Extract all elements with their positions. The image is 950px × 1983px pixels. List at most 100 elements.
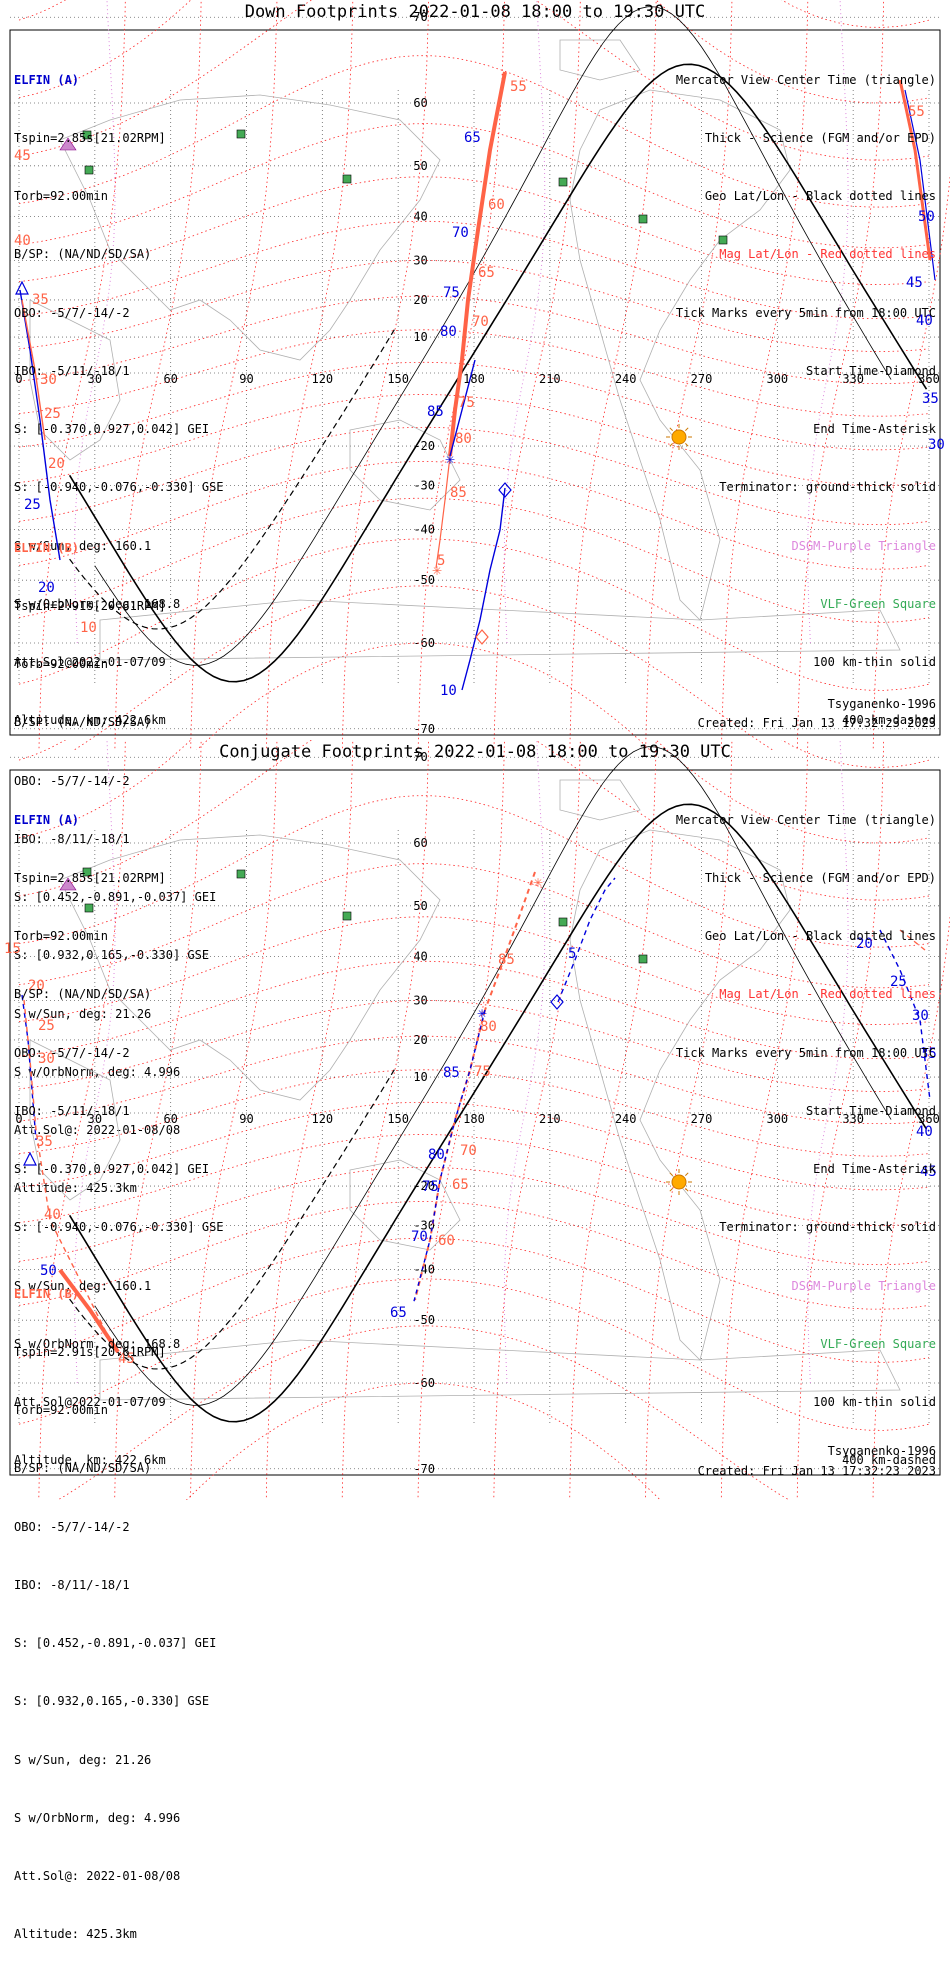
mag-parallel: [18, 259, 930, 352]
mag-parallel: [18, 123, 930, 249]
legend-center: Mercator View Center Time (triangle): [675, 812, 936, 827]
elfin-b-tick-label: 15: [4, 941, 21, 957]
elfin-b-line: B/SP: (NA/ND/SD/SA): [14, 715, 152, 730]
elfin-a-track: [449, 359, 476, 457]
elfin-a-line: S: [-0.940,-0.076,-0.330] GSE: [14, 1220, 224, 1235]
start-diamond: [550, 994, 564, 1010]
mag-meridian: [796, 0, 885, 750]
lat-tick-label: 50: [413, 159, 427, 173]
elfin-b-line: S: [0.452,-0.891,-0.037] GEI: [14, 1636, 217, 1651]
elfin-a-tick-label: 25: [890, 974, 907, 990]
mag-meridian: [493, 740, 581, 1500]
mag-meridian-pink: [503, 740, 546, 1384]
elfin-b-header: ELFIN (B): [14, 1286, 80, 1301]
elfin-b-tick-label: 20: [48, 456, 65, 472]
lat-tick-label: -40: [413, 1262, 435, 1276]
elfin-b-tick-label: 20: [28, 978, 45, 994]
legend-ticks: Tick Marks every 5min from 18:00 UTC: [675, 1045, 936, 1060]
lon-tick-label: 150: [387, 372, 409, 386]
mag-meridian: [569, 740, 657, 1500]
lon-tick-label: 30: [88, 1112, 102, 1126]
elfin-b-science-track: [58, 1268, 120, 1354]
vlf-green-square: [342, 174, 352, 184]
mag-meridian-pink: [74, 740, 116, 1384]
lon-tick-label: 120: [311, 372, 333, 386]
elfin-b-tick-label: 55: [510, 79, 527, 95]
vlf-green-square: [82, 130, 92, 140]
mag-meridian-pink: [74, 0, 116, 644]
lon-tick-label: 150: [387, 1112, 409, 1126]
elfin-b-line: Tspin=2.91s[20.61RPM]: [14, 1345, 166, 1360]
mag-meridian: [645, 0, 733, 750]
sun-icon: [671, 1174, 687, 1190]
elfin-a-tick-label: 85: [427, 404, 444, 420]
lat-tick-label: 20: [413, 293, 427, 307]
conjugate-footprints-panel: Conjugate Footprints 2022-01-08 18:00 to…: [0, 740, 950, 1941]
elfin-a-line: OBO: -5/7/-14/-2: [14, 305, 130, 320]
elfin-a-tick-label: 80: [440, 324, 457, 340]
elfin-b-tick-label: 10: [80, 620, 97, 636]
coastline: [569, 829, 791, 1361]
elfin-a-header: ELFIN (A): [14, 812, 80, 827]
terminator-400km: [69, 327, 397, 630]
elfin-a-line: Tspin=2.85s[21.02RPM]: [14, 131, 166, 146]
elfin-a-tick-label: 30: [928, 437, 945, 453]
lat-tick-label: -50: [413, 1313, 435, 1327]
elfin-a-line: IBO: -5/11/-18/1: [14, 1103, 130, 1118]
sun-ray: [669, 1172, 673, 1176]
elfin-a-line: Torb=92.00min: [14, 189, 108, 204]
lon-tick-label: 0: [15, 372, 22, 386]
sun-ray: [669, 1188, 673, 1192]
elfin-a-info: ELFIN (A) Tspin=2.85s[21.02RPM] Torb=92.…: [14, 772, 224, 1509]
elfin-b-tick-label: 85: [498, 952, 515, 968]
start-diamond: [475, 629, 489, 645]
lat-tick-label: -60: [413, 636, 435, 650]
elfin-b-line: Altitude: 425.3km: [14, 1181, 137, 1196]
elfin-b-tick-label: 35: [32, 292, 49, 308]
mag-meridian: [38, 740, 126, 1500]
elfin-b-line: Torb=92.00min: [14, 1403, 108, 1418]
elfin-a-tick-label: 50: [40, 1263, 57, 1279]
lon-tick-label: 360: [918, 1112, 940, 1126]
lat-tick-label: -30: [413, 1219, 435, 1233]
elfin-b-line: IBO: -8/11/-18/1: [14, 1577, 130, 1592]
elfin-b-tick-label: 30: [38, 1051, 55, 1067]
legend-dsgm: DSGM-Purple Triangle: [791, 538, 937, 553]
mag-meridian: [266, 0, 354, 750]
mag-meridian: [114, 740, 202, 1500]
legend-400km: 400 km-dashed: [842, 1453, 936, 1468]
lat-tick-label: 40: [413, 210, 427, 224]
vlf-green-square: [236, 869, 246, 879]
legend-science: Thick - Science (FGM and/or EPD): [704, 871, 936, 886]
legend-100km: 100 km-thin solid: [813, 655, 936, 669]
center-triangle: [23, 1151, 37, 1166]
elfin-b-line: S: [0.452,-0.891,-0.037] GEI: [14, 890, 217, 905]
elfin-a-line: Altitude, km: 422.6km: [14, 713, 166, 728]
mag-parallel: [18, 1278, 930, 1431]
lat-tick-label: -40: [413, 522, 435, 536]
elfin-a-line: Att.Sol@2022-01-07/09: [14, 655, 166, 669]
vlf-green-square: [718, 235, 728, 245]
elfin-b-line: S: [0.932,0.165,-0.330] GSE: [14, 1694, 210, 1709]
legend-terminator: Terminator: ground-thick solid: [719, 1220, 936, 1235]
lat-tick-label: -30: [413, 479, 435, 493]
vlf-green-square: [84, 903, 94, 913]
elfin-a-line: S w/OrbNorm, deg: 168.8: [14, 1336, 181, 1351]
mag-meridian: [190, 740, 278, 1500]
map-frame: [9, 769, 941, 1476]
lat-tick-label: -70: [413, 1462, 435, 1476]
mag-parallel: [18, 538, 930, 691]
elfin-a-line: Torb=92.00min: [14, 929, 108, 944]
elfin-a-tick-label: 45: [920, 1164, 937, 1180]
elfin-b-line: OBO: -5/7/-14/-2: [14, 1519, 130, 1534]
mag-meridian: [720, 740, 809, 1500]
lon-tick-label: 60: [163, 372, 177, 386]
mag-parallel: [18, 740, 930, 901]
elfin-b-tick-label: 40: [14, 233, 31, 249]
lon-tick-label: 240: [615, 1112, 637, 1126]
elfin-b-tick-label: 30: [40, 372, 57, 388]
sun-ray: [685, 443, 689, 447]
elfin-b-line: S w/OrbNorm, deg: 4.996: [14, 1064, 181, 1079]
mag-meridian: [796, 740, 885, 1500]
elfin-a-tick-label: 65: [390, 1305, 407, 1321]
